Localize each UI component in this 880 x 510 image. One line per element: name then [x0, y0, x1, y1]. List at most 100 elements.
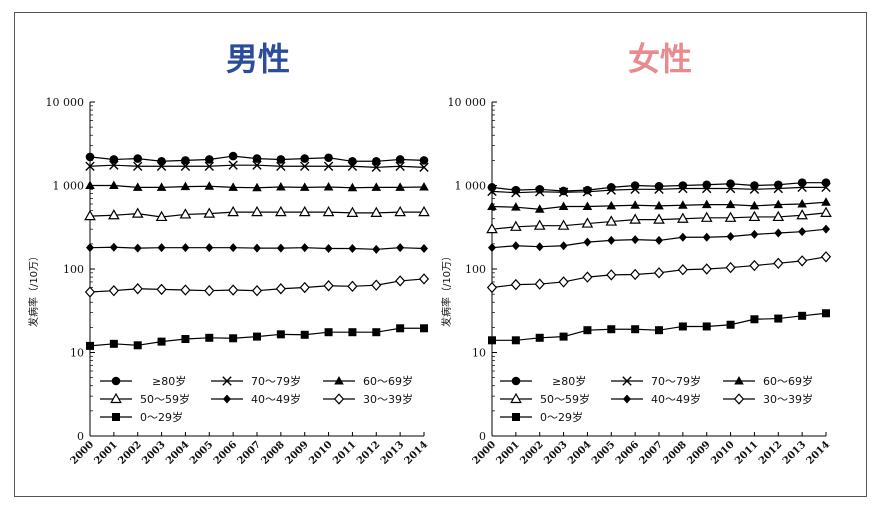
data-point	[582, 271, 593, 283]
legend-label: ≥80岁	[552, 374, 586, 388]
data-point	[133, 161, 143, 171]
data-point	[607, 325, 616, 334]
x-tick-label: 2014	[403, 439, 430, 466]
data-point	[132, 283, 143, 295]
data-point	[347, 182, 358, 192]
data-point	[346, 206, 359, 217]
data-point	[418, 205, 430, 217]
data-point	[133, 341, 142, 350]
data-point	[772, 210, 785, 222]
data-point	[156, 182, 167, 191]
data-point	[85, 152, 95, 162]
data-point	[300, 330, 309, 339]
data-point	[655, 326, 663, 335]
data-point	[155, 210, 168, 222]
data-point	[419, 162, 429, 173]
data-point	[748, 210, 761, 222]
data-point	[85, 161, 95, 171]
x-tick-label: 2010	[709, 439, 736, 466]
data-point	[322, 205, 335, 217]
data-point	[86, 341, 94, 350]
data-point	[797, 178, 807, 188]
data-point	[157, 337, 166, 346]
series-5	[84, 273, 430, 298]
data-point	[276, 330, 285, 339]
legend-label: 30～39岁	[363, 392, 413, 406]
series-1	[487, 182, 831, 198]
data-point	[654, 200, 664, 210]
series-6	[488, 309, 830, 345]
x-tick-label: 2008	[260, 439, 287, 466]
series-4	[86, 242, 428, 254]
x-tick-label: 2003	[140, 439, 167, 466]
data-point	[750, 315, 759, 324]
data-point	[797, 182, 807, 193]
data-point	[131, 207, 144, 218]
data-point	[180, 181, 191, 191]
x-tick-label: 2007	[236, 439, 263, 466]
legend-label: 0～29岁	[540, 410, 583, 424]
data-point	[157, 156, 166, 166]
data-point	[774, 228, 783, 238]
data-point	[275, 205, 287, 217]
data-point	[535, 242, 544, 252]
legend-marker	[334, 376, 344, 385]
data-point	[132, 182, 143, 191]
legend-label: 30～39岁	[763, 392, 813, 406]
data-point	[607, 235, 616, 245]
data-point	[487, 183, 497, 192]
data-point	[798, 311, 807, 320]
data-point	[372, 328, 381, 337]
legend-marker	[510, 392, 522, 404]
y-tick-label: 10	[472, 347, 486, 360]
data-point	[394, 205, 406, 217]
data-point	[298, 205, 311, 217]
data-point	[204, 155, 214, 164]
data-point	[655, 235, 663, 245]
series-3	[84, 205, 430, 222]
data-point	[324, 153, 333, 163]
data-point	[486, 222, 498, 234]
data-point	[251, 205, 263, 217]
legend-label: 40～49岁	[651, 392, 701, 406]
data-point	[109, 242, 118, 252]
legend-label: 70～79岁	[251, 374, 301, 388]
data-point	[631, 325, 640, 334]
data-point	[85, 180, 95, 189]
data-point	[797, 255, 808, 267]
data-point	[300, 154, 310, 163]
legend: ≥80岁 70～79岁 60～69岁 50～59岁 40～49岁 30～39岁 0～29岁	[100, 374, 413, 424]
data-point	[606, 269, 617, 281]
data-point	[488, 243, 496, 253]
data-point	[395, 275, 406, 287]
data-point	[488, 336, 496, 345]
series-2	[85, 180, 429, 192]
x-tick-label: 2005	[590, 439, 617, 466]
data-point	[700, 211, 713, 222]
data-point	[559, 186, 568, 196]
data-point	[204, 161, 214, 171]
data-point	[583, 185, 592, 195]
data-point	[109, 180, 119, 189]
x-tick-label: 2009	[283, 439, 310, 466]
data-point	[678, 232, 687, 242]
y-tick-label: 100	[63, 263, 84, 276]
x-tick-label: 2004	[164, 439, 191, 466]
data-point	[181, 243, 190, 253]
data-point	[299, 281, 310, 294]
data-point	[108, 209, 120, 220]
data-point	[252, 154, 262, 163]
data-point	[533, 219, 546, 230]
data-point	[702, 183, 712, 194]
data-point	[205, 243, 214, 253]
data-point	[372, 244, 381, 254]
data-point	[348, 156, 357, 166]
data-point	[534, 278, 545, 290]
data-point	[108, 284, 119, 297]
data-point	[395, 182, 405, 191]
data-point	[749, 200, 760, 210]
data-point	[251, 284, 263, 297]
data-point	[253, 332, 261, 341]
data-point	[820, 251, 832, 263]
data-point	[371, 156, 381, 166]
